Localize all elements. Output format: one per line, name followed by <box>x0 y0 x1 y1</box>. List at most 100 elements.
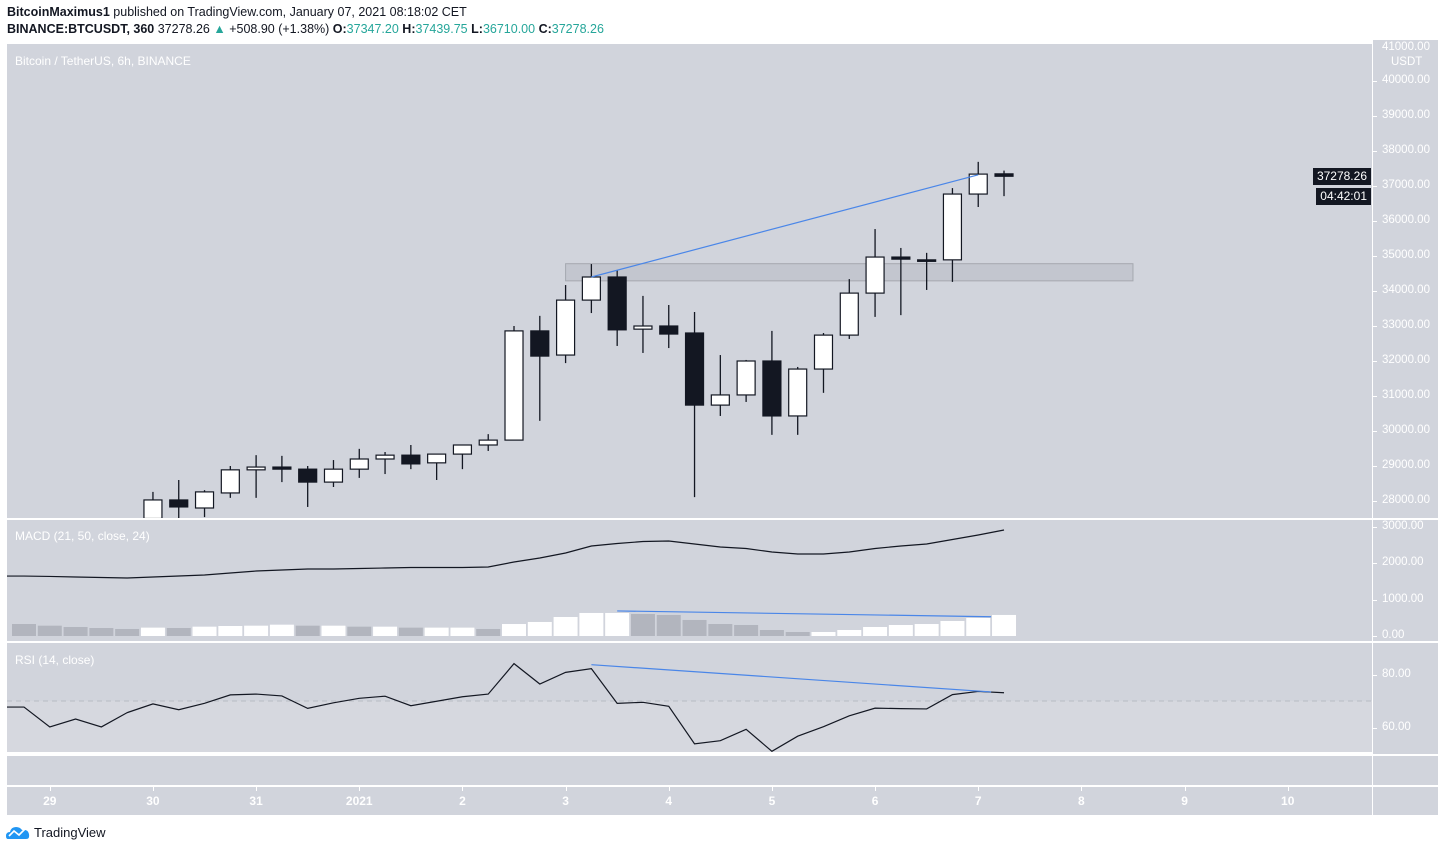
candle-body <box>633 325 653 330</box>
rsi-axis[interactable] <box>1373 643 1438 754</box>
close-value: 37278.26 <box>551 22 604 36</box>
candle <box>813 333 834 393</box>
time-axis-label: 10 <box>1281 794 1295 808</box>
candle-body <box>788 368 808 417</box>
candle-body <box>349 458 369 470</box>
macd-histogram-bar <box>269 624 294 636</box>
high-label: H: <box>402 22 416 36</box>
open-label: O: <box>332 22 347 36</box>
rsi-trendline[interactable] <box>591 664 992 693</box>
open-value: 37347.20 <box>346 22 399 36</box>
candle <box>865 229 885 317</box>
price-axis[interactable] <box>1373 40 1438 518</box>
author-name[interactable]: BitcoinMaximus1 <box>7 5 110 19</box>
macd-histogram-bar <box>888 624 913 636</box>
candle <box>839 279 859 339</box>
candle-body <box>169 499 189 508</box>
price-change: +508.90 (+1.38%) <box>229 22 330 36</box>
candle-body <box>143 499 163 518</box>
close-label: C: <box>538 22 552 36</box>
time-axis-tick <box>668 787 670 791</box>
price-axis-label: 34000.00 <box>1382 284 1430 296</box>
rsi-layer <box>7 662 1005 752</box>
price-axis-tick <box>1373 186 1377 187</box>
macd-trendline[interactable] <box>617 610 992 618</box>
macd-histogram-bar <box>966 617 991 636</box>
time-axis-label: 3 <box>562 794 569 808</box>
candle <box>710 355 730 416</box>
candle <box>272 455 292 483</box>
macd-histogram-bar <box>734 624 759 636</box>
time-axis-label: 7 <box>974 794 982 808</box>
candle <box>917 252 937 290</box>
macd-histogram-bar <box>708 624 733 636</box>
time-axis-label: 5 <box>768 794 776 808</box>
bar-countdown: 04:42:01 <box>1316 188 1371 205</box>
macd-histogram-bar <box>992 614 1017 636</box>
price-axis-tick <box>1373 81 1377 82</box>
candle <box>968 161 988 207</box>
macd-histogram-bar <box>579 612 604 636</box>
price-axis-tick <box>1373 396 1377 397</box>
price-axis-top-label: 41000.00 <box>1382 41 1430 53</box>
price-axis-label: 39000.00 <box>1382 109 1430 121</box>
macd-histogram-bar <box>656 614 681 636</box>
rsi-band <box>7 701 1372 752</box>
macd-histogram-bar <box>682 619 707 636</box>
low-value: 36710.00 <box>482 22 536 36</box>
price-axis-tick <box>1373 431 1377 432</box>
macd-histogram-bar <box>295 625 320 636</box>
price-axis-label: 35000.00 <box>1382 249 1430 261</box>
price-axis-tick <box>1373 116 1377 117</box>
price-axis-label: 32000.00 <box>1382 354 1430 366</box>
candle <box>891 247 911 316</box>
candle-body <box>659 325 679 335</box>
candle-body <box>762 360 782 417</box>
time-axis-tick <box>565 787 567 791</box>
candle <box>555 285 576 364</box>
rsi-axis-tick <box>1373 675 1377 676</box>
candle-body <box>710 394 730 406</box>
last-price-tag: 37278.26 <box>1312 168 1371 185</box>
candle <box>246 455 266 498</box>
macd-histogram-bar <box>914 624 939 636</box>
price-axis-tick <box>1373 256 1377 257</box>
candle <box>143 491 163 518</box>
candle <box>375 452 395 475</box>
macd-histogram-bar <box>424 627 449 636</box>
macd-histogram-bar <box>244 625 269 636</box>
price-axis-label: 36000.00 <box>1382 214 1430 226</box>
price-axis-tick <box>1373 466 1377 467</box>
time-axis[interactable] <box>7 787 1372 815</box>
time-axis-tick <box>978 787 980 791</box>
macd-histogram-bar <box>940 620 965 636</box>
macd-histogram-bar <box>863 626 888 636</box>
macd-axis-label: 1000.00 <box>1382 592 1424 605</box>
candle-body <box>684 332 705 406</box>
last-price: 37278.26 <box>157 22 210 36</box>
candle-body <box>452 444 473 455</box>
support-zone[interactable] <box>565 263 1134 282</box>
price-axis-label: 30000.00 <box>1382 424 1430 436</box>
macd-histogram-bar <box>630 613 655 636</box>
time-axis-tick <box>1081 787 1083 791</box>
tradingview-logo[interactable]: TradingView <box>6 824 106 840</box>
candle-body <box>891 256 911 260</box>
candle-body <box>220 469 240 494</box>
low-label: L: <box>471 22 483 36</box>
candle-body <box>272 466 292 470</box>
time-axis-label: 31 <box>249 794 263 808</box>
macd-line <box>7 529 1005 579</box>
candle-body <box>194 491 215 509</box>
macd-pane-title: MACD (21, 50, close, 24) <box>15 529 150 543</box>
macd-histogram-bar <box>837 630 862 636</box>
macd-histogram-bar <box>347 626 372 636</box>
macd-histogram-bar <box>553 616 578 636</box>
tradingview-cloud-icon <box>6 827 30 839</box>
macd-axis[interactable] <box>1373 520 1438 641</box>
price-trendline[interactable] <box>591 174 979 278</box>
time-axis-tick <box>462 787 464 791</box>
macd-histogram-bar <box>785 632 810 636</box>
time-axis-tick <box>1184 787 1186 791</box>
